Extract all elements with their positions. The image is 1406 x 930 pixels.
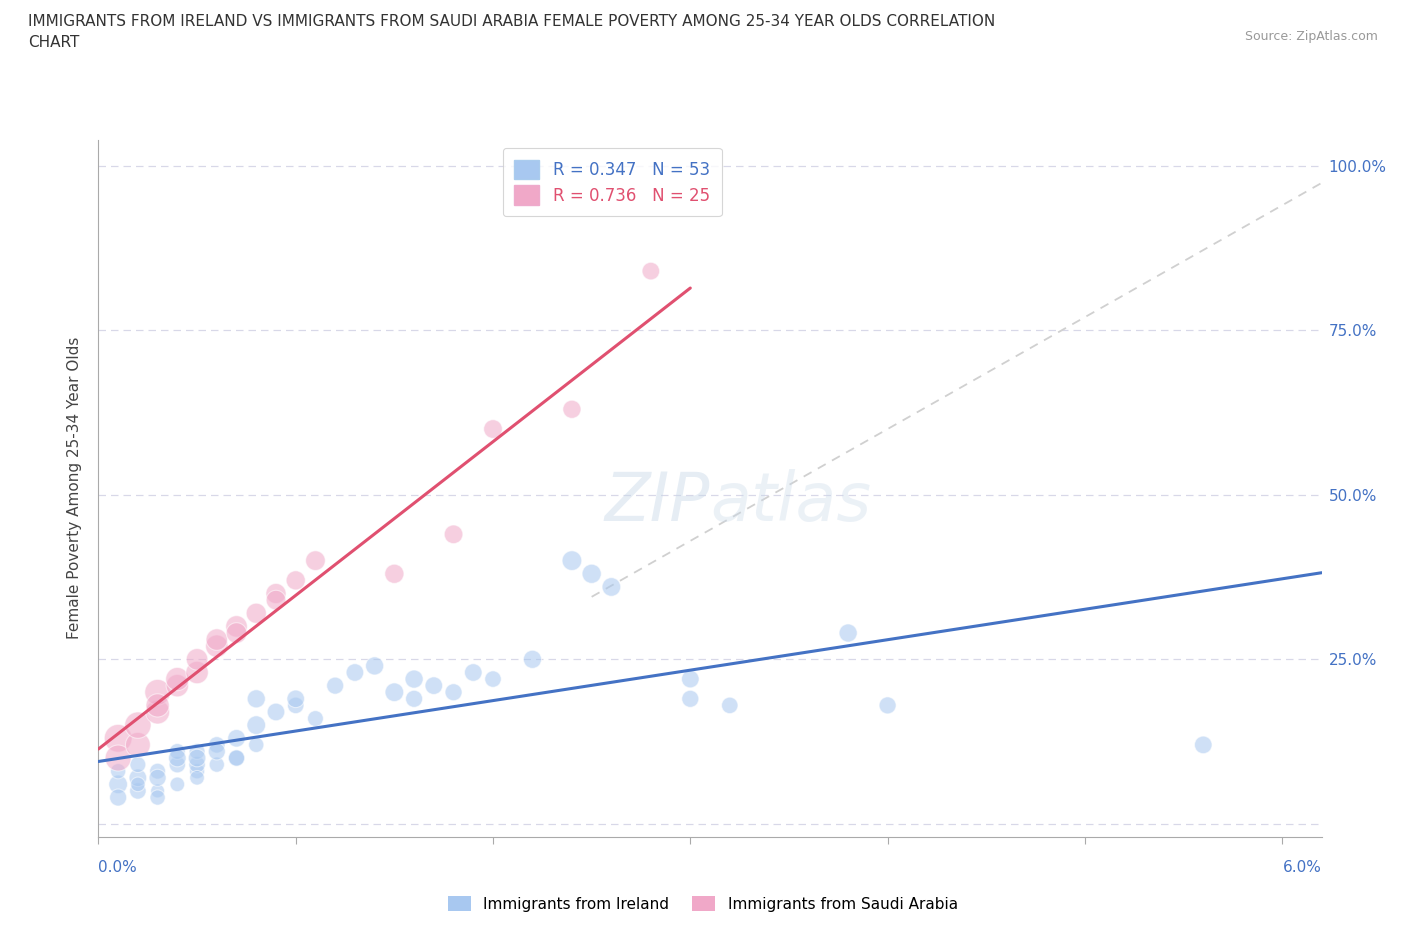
Point: [679, 691, 702, 706]
Point: [205, 639, 228, 654]
Point: [225, 731, 247, 746]
Text: CHART: CHART: [28, 35, 80, 50]
Point: [107, 777, 129, 791]
Point: [146, 698, 169, 712]
Point: [225, 626, 247, 641]
Point: [205, 632, 228, 647]
Point: [600, 579, 623, 594]
Point: [107, 790, 129, 805]
Point: [443, 527, 465, 542]
Point: [127, 737, 149, 752]
Point: [166, 777, 188, 791]
Point: [146, 770, 169, 785]
Point: [561, 402, 583, 417]
Point: [146, 783, 169, 798]
Point: [404, 691, 426, 706]
Point: [225, 619, 247, 634]
Text: IMMIGRANTS FROM IRELAND VS IMMIGRANTS FROM SAUDI ARABIA FEMALE POVERTY AMONG 25-: IMMIGRANTS FROM IRELAND VS IMMIGRANTS FR…: [28, 14, 995, 29]
Point: [482, 671, 505, 686]
Point: [284, 698, 307, 712]
Point: [443, 684, 465, 699]
Point: [876, 698, 898, 712]
Point: [186, 764, 208, 778]
Point: [264, 705, 287, 720]
Point: [127, 770, 149, 785]
Point: [404, 671, 426, 686]
Point: [186, 757, 208, 772]
Point: [146, 684, 169, 699]
Point: [245, 605, 267, 620]
Point: [284, 573, 307, 588]
Point: [522, 652, 544, 667]
Point: [166, 751, 188, 765]
Point: [264, 586, 287, 601]
Point: [205, 744, 228, 759]
Point: [166, 671, 188, 686]
Point: [127, 757, 149, 772]
Point: [423, 678, 446, 693]
Point: [382, 566, 405, 581]
Point: [225, 751, 247, 765]
Point: [107, 731, 129, 746]
Point: [304, 711, 326, 726]
Point: [482, 421, 505, 436]
Point: [205, 737, 228, 752]
Point: [166, 757, 188, 772]
Point: [186, 652, 208, 667]
Point: [146, 790, 169, 805]
Point: [245, 737, 267, 752]
Point: [146, 764, 169, 778]
Point: [679, 671, 702, 686]
Y-axis label: Female Poverty Among 25-34 Year Olds: Female Poverty Among 25-34 Year Olds: [67, 337, 83, 640]
Point: [107, 751, 129, 765]
Point: [581, 566, 603, 581]
Text: 0.0%: 0.0%: [98, 860, 138, 875]
Point: [718, 698, 741, 712]
Point: [127, 777, 149, 791]
Text: ZIP: ZIP: [605, 470, 710, 535]
Point: [382, 684, 405, 699]
Point: [245, 718, 267, 733]
Point: [343, 665, 366, 680]
Point: [561, 553, 583, 568]
Text: 6.0%: 6.0%: [1282, 860, 1322, 875]
Point: [166, 744, 188, 759]
Legend: R = 0.347   N = 53, R = 0.736   N = 25: R = 0.347 N = 53, R = 0.736 N = 25: [503, 148, 721, 217]
Point: [363, 658, 385, 673]
Point: [323, 678, 346, 693]
Point: [304, 553, 326, 568]
Point: [127, 718, 149, 733]
Point: [127, 783, 149, 798]
Point: [245, 691, 267, 706]
Point: [837, 626, 859, 641]
Legend: Immigrants from Ireland, Immigrants from Saudi Arabia: Immigrants from Ireland, Immigrants from…: [443, 889, 963, 918]
Point: [107, 764, 129, 778]
Point: [284, 691, 307, 706]
Text: Source: ZipAtlas.com: Source: ZipAtlas.com: [1244, 30, 1378, 43]
Point: [186, 770, 208, 785]
Point: [225, 751, 247, 765]
Point: [146, 705, 169, 720]
Point: [1192, 737, 1215, 752]
Point: [186, 751, 208, 765]
Point: [264, 592, 287, 607]
Point: [463, 665, 485, 680]
Point: [186, 665, 208, 680]
Point: [205, 757, 228, 772]
Point: [166, 678, 188, 693]
Point: [186, 744, 208, 759]
Text: atlas: atlas: [710, 470, 872, 535]
Point: [640, 264, 662, 279]
